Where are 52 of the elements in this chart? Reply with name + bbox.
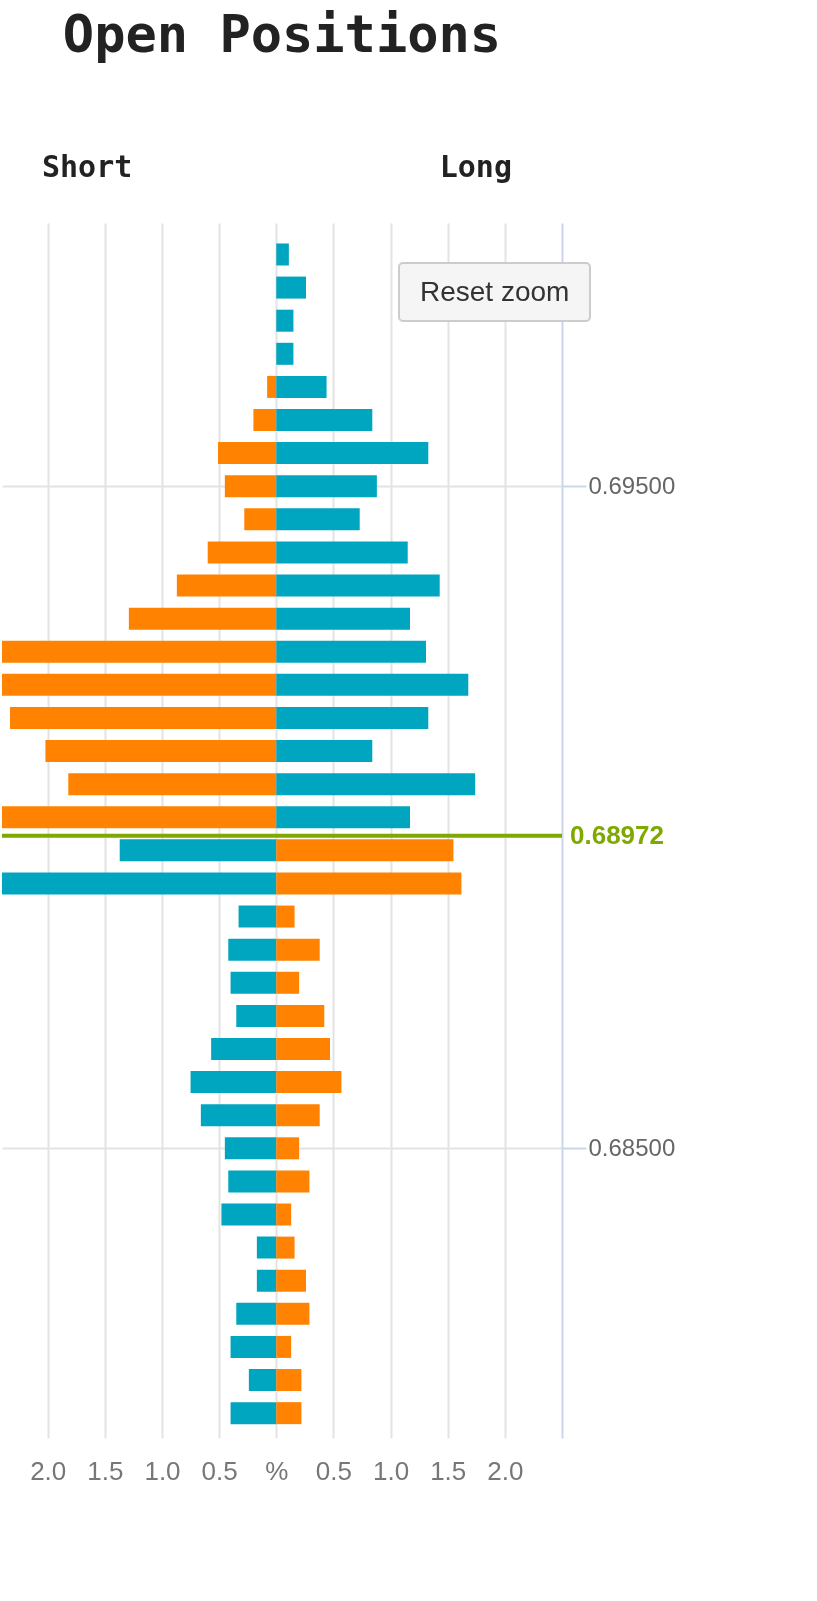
bar <box>256 1269 277 1292</box>
bar <box>230 1402 277 1425</box>
bar <box>228 1170 277 1193</box>
bar <box>276 1137 300 1160</box>
bar <box>276 971 300 994</box>
bar <box>238 905 277 928</box>
bar <box>211 1037 277 1060</box>
bar <box>276 1402 302 1425</box>
bar <box>276 905 295 928</box>
bar <box>200 1104 277 1127</box>
x-tick-label: 1.0 <box>144 1455 181 1486</box>
bar <box>276 1369 302 1392</box>
x-tick-label: 0.5 <box>315 1455 353 1486</box>
bar <box>230 971 277 994</box>
bar <box>190 1071 277 1094</box>
bar <box>276 872 462 895</box>
bar <box>228 938 277 961</box>
bar <box>276 1236 295 1259</box>
chart-title: Open Positions <box>62 4 502 64</box>
bar <box>276 1037 330 1060</box>
ref-line-label: 0.68972 <box>570 819 664 850</box>
bar <box>236 1004 277 1027</box>
x-tick-label: 1.5 <box>87 1455 124 1486</box>
x-tick-label: 0.5 <box>201 1455 238 1486</box>
x-tick-label: 1.0 <box>372 1455 410 1486</box>
bar <box>276 1170 310 1193</box>
bar <box>276 1004 325 1027</box>
x-tick-label: 2.0 <box>30 1455 67 1486</box>
bar <box>221 1203 277 1226</box>
y-tick-label: 0.69500 <box>588 471 676 499</box>
text: Long <box>439 149 512 184</box>
bar <box>276 839 454 862</box>
bar <box>276 1269 306 1292</box>
x-tick-label: 1.5 <box>430 1455 467 1486</box>
bar <box>230 1335 277 1358</box>
bar <box>276 1104 320 1127</box>
bar <box>276 1335 292 1358</box>
bar <box>276 1071 342 1094</box>
bar <box>248 1369 277 1392</box>
bar <box>236 1302 277 1325</box>
y-tick-label: 0.68500 <box>588 1133 676 1161</box>
x-tick-label: % <box>265 1455 289 1486</box>
bar <box>256 1236 277 1259</box>
bar <box>119 839 277 862</box>
bar <box>276 1302 310 1325</box>
x-tick-label: 2.0 <box>487 1455 524 1486</box>
reset-zoom-button: Reset zoom <box>398 262 592 322</box>
bar <box>224 1137 277 1160</box>
bar <box>2 872 277 895</box>
bar <box>276 938 320 961</box>
text: Short <box>42 149 133 184</box>
bar <box>276 1203 292 1226</box>
